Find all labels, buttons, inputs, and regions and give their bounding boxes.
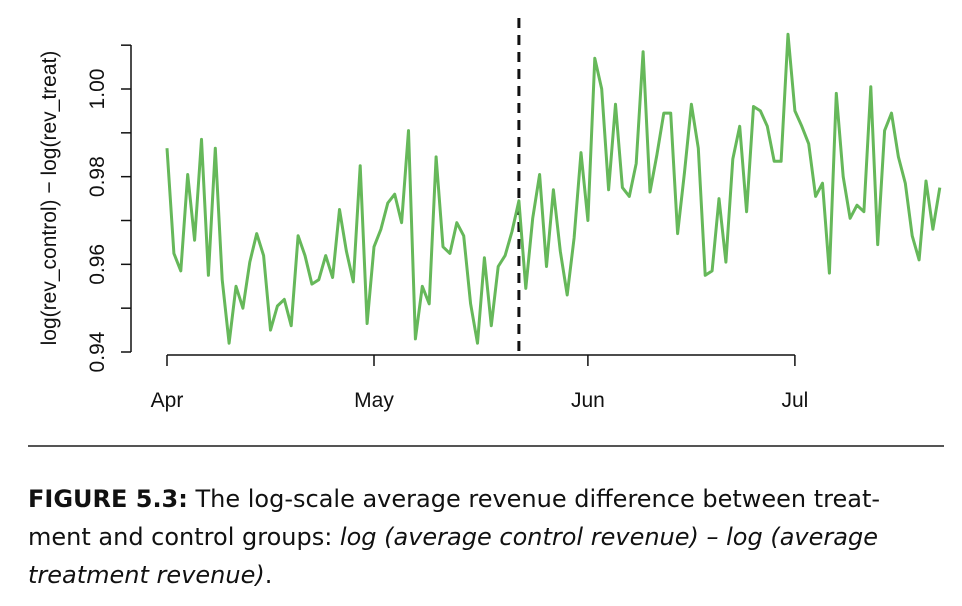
line-chart: 0.94 0.96 0.98 1.00 Apr May Jun Jul log(rev_co… [38, 18, 942, 412]
y-tick-label: 0.98 [86, 156, 109, 197]
y-tick-label: 0.96 [86, 244, 109, 285]
y-tick-label: 0.94 [86, 331, 109, 372]
x-tick-label: May [354, 389, 394, 412]
caption-text: The log-scale average revenue difference… [28, 485, 881, 551]
x-axis: Apr May Jun Jul [151, 354, 808, 412]
x-tick-label: Jul [781, 389, 808, 412]
x-tick-label: Apr [151, 389, 184, 412]
caption-end-text: . [264, 561, 273, 589]
caption-divider [28, 445, 944, 447]
figure-label: FIGURE 5.3: [28, 485, 188, 513]
series-line [165, 32, 942, 345]
y-tick-label: 1.00 [86, 69, 109, 110]
figure-caption: FIGURE 5.3: The log-scale average revenu… [28, 480, 938, 594]
y-axis-label: log(rev_control) − log(rev_treat) [38, 51, 61, 346]
x-tick-label: Jun [571, 389, 605, 412]
y-axis: 0.94 0.96 0.98 1.00 [86, 44, 132, 372]
caption-italic-text: log (average control revenue) – log (ave… [28, 523, 878, 589]
